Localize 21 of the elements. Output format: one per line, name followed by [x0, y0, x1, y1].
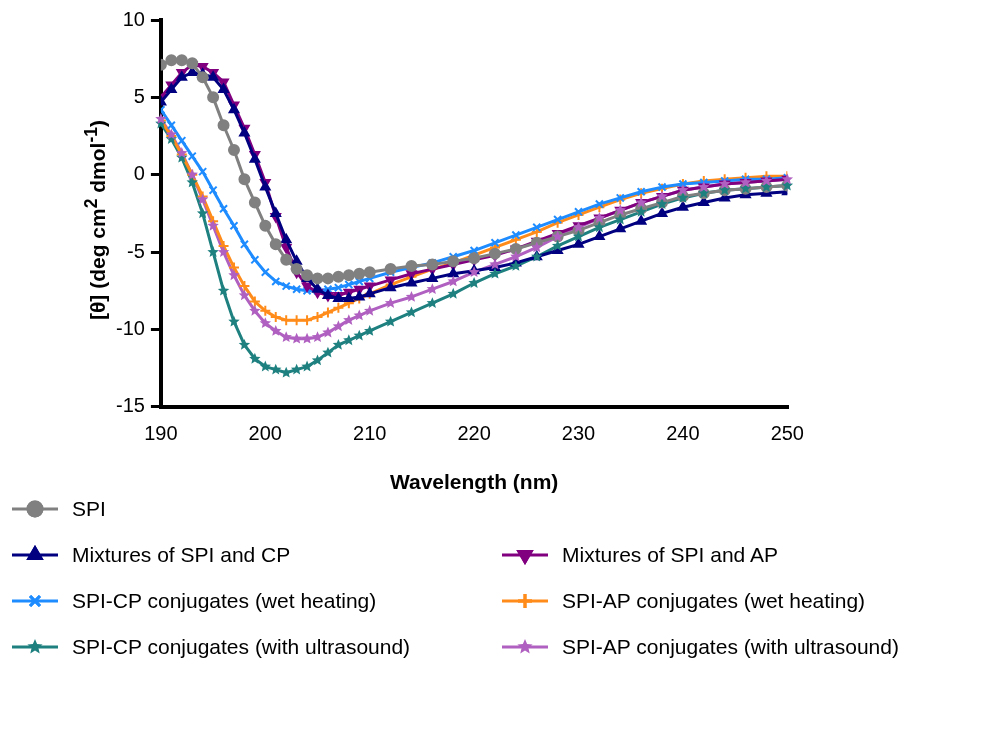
x-tick-label: 250: [770, 422, 804, 445]
x-tick-label: 210: [353, 422, 387, 445]
y-tick-label: -15: [116, 394, 145, 417]
x-tick-label: 200: [248, 422, 282, 445]
legend-label: SPI-AP conjugates (with ultrasound): [562, 635, 899, 659]
legend-label: SPI: [72, 497, 106, 521]
legend-label: SPI-CP conjugates (with ultrasound): [72, 635, 411, 659]
y-tick-label: -10: [116, 316, 145, 339]
y-tick-label: 5: [133, 84, 145, 107]
x-tick-label: 240: [666, 422, 700, 445]
x-tick-label: 230: [561, 422, 596, 445]
y-tick-label: 10: [122, 7, 145, 30]
x-axis-title: Wavelength (nm): [389, 470, 559, 494]
legend-label: SPI-CP conjugates (wet heating): [72, 589, 377, 613]
y-tick-label: -5: [127, 239, 145, 262]
x-tick-label: 190: [144, 422, 178, 445]
legend-label: SPI-AP conjugates (wet heating): [562, 589, 866, 613]
legend-label: Mixtures of SPI and CP: [72, 543, 291, 567]
y-tick-label: 0: [133, 162, 145, 185]
x-tick-label: 220: [457, 422, 491, 445]
legend-label: Mixtures of SPI and AP: [562, 543, 778, 567]
